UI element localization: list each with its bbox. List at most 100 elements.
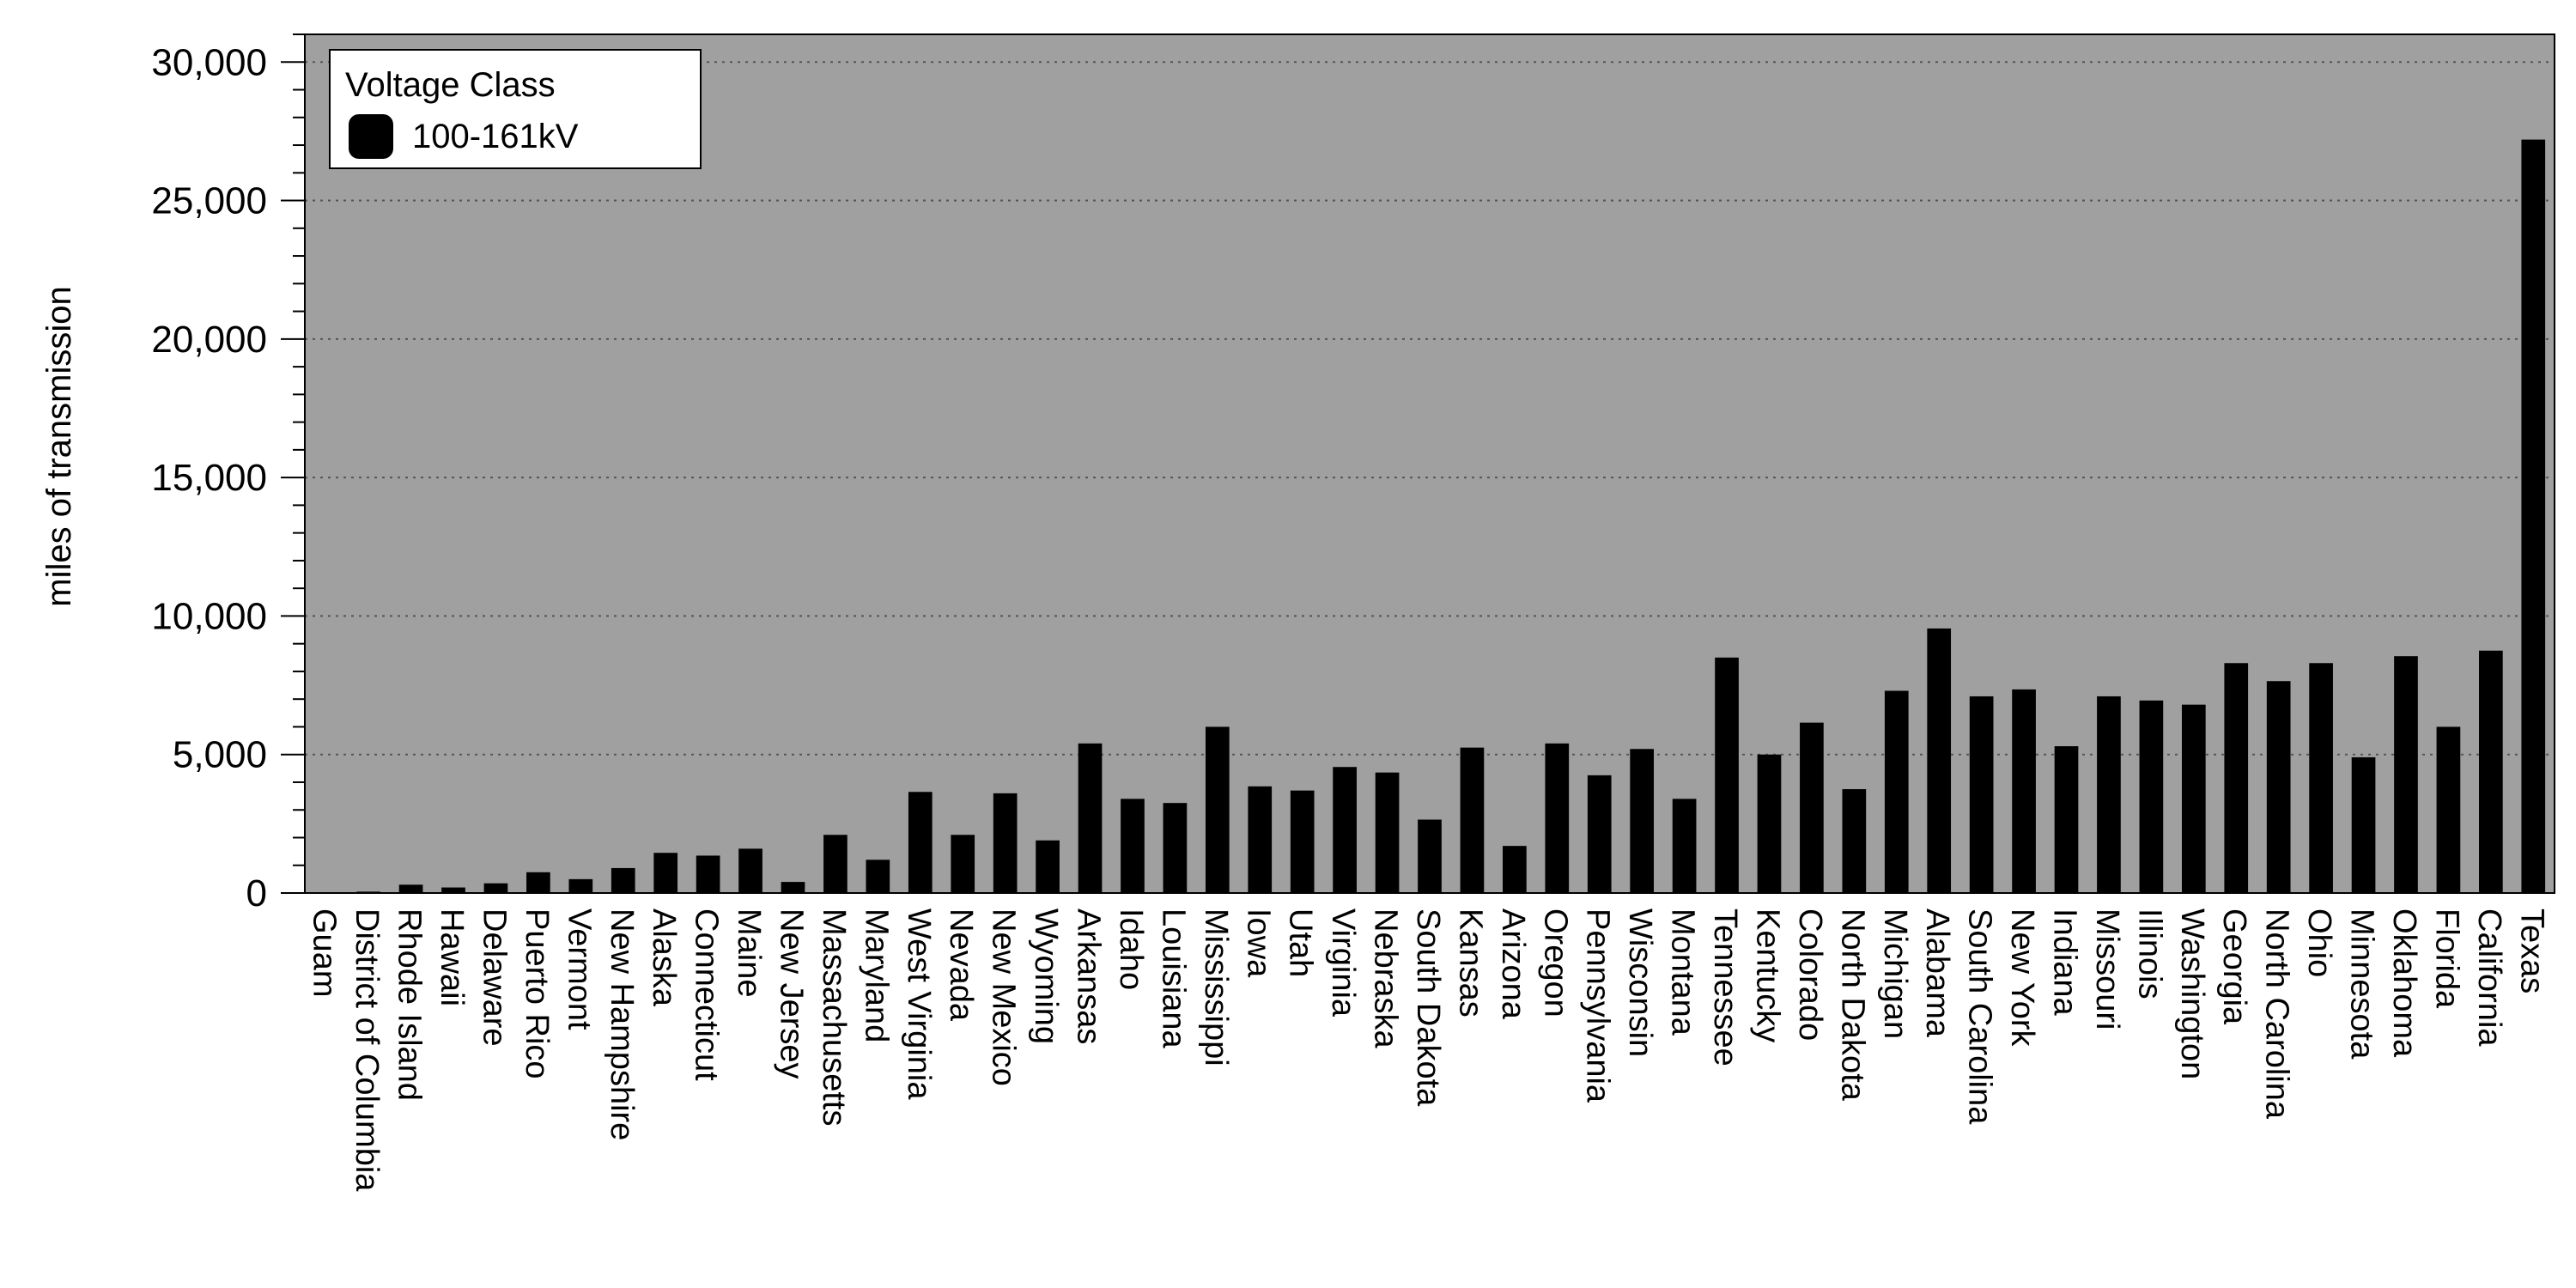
x-tick-label: New Mexico [986, 908, 1022, 1086]
x-tick-label: Nebraska [1368, 908, 1404, 1048]
x-tick-label: South Dakota [1410, 908, 1446, 1107]
x-tick-label: Louisiana [1155, 908, 1191, 1049]
bars [313, 139, 2546, 894]
y-tick-label: 30,000 [151, 41, 267, 83]
bar [2479, 650, 2503, 893]
bar [951, 835, 975, 893]
bar [738, 848, 762, 893]
x-tick-label: Guam [307, 908, 343, 997]
bar [1121, 799, 1145, 893]
x-tick-label: Arizona [1495, 908, 1531, 1020]
bar [2436, 726, 2461, 893]
bar [1969, 696, 1994, 893]
x-tick-label: District of Columbia [349, 908, 385, 1192]
bar [441, 887, 465, 893]
bar [1715, 657, 1739, 893]
x-tick-label: Maryland [858, 908, 894, 1042]
bar [2351, 756, 2376, 893]
bar [1078, 743, 1103, 893]
bar [1800, 722, 1824, 893]
x-tick-label: Oklahoma [2386, 908, 2422, 1058]
x-tick-label: North Dakota [1834, 908, 1870, 1102]
bar [696, 855, 720, 893]
x-tick-label: Illinois [2131, 908, 2167, 999]
bar [993, 793, 1018, 893]
x-tick-label: Nevada [943, 908, 979, 1022]
x-tick-label: Montana [1665, 908, 1701, 1036]
x-tick-label: Wisconsin [1622, 908, 1658, 1057]
plot-area [305, 34, 2555, 893]
bar [1333, 767, 1357, 893]
bar [781, 882, 805, 893]
x-tick-label: Delaware [476, 908, 512, 1047]
bar [2224, 663, 2249, 893]
bar [1842, 789, 1867, 893]
y-tick-label: 10,000 [151, 595, 267, 637]
y-tick-label: 20,000 [151, 319, 267, 361]
bar [1587, 775, 1612, 893]
x-tick-label: Texas [2513, 908, 2549, 993]
x-tick-label: Maine [731, 908, 767, 998]
x-tick-label: Idaho [1113, 908, 1149, 990]
bar [1375, 772, 1400, 893]
bar [1545, 743, 1570, 893]
x-axis: Guam District of Columbia Rhode Island Hawa… [307, 908, 2550, 1192]
bar [2097, 696, 2121, 893]
bar [1672, 799, 1697, 893]
bar [568, 878, 593, 893]
bar [866, 860, 890, 893]
y-tick-label: 5,000 [173, 734, 267, 776]
bar [2012, 689, 2036, 893]
y-tick-label: 0 [246, 872, 267, 914]
y-axis: 0 5,000 10,000 15,000 20,000 25,000 30,000 [151, 33, 306, 914]
bar [398, 884, 423, 893]
y-tick-label: 25,000 [151, 180, 267, 222]
bar [483, 883, 508, 893]
bar [2394, 656, 2418, 893]
bar [1290, 790, 1315, 893]
x-tick-label: West Virginia [901, 908, 937, 1100]
x-tick-label: Massachusetts [816, 908, 852, 1126]
bar [823, 835, 848, 893]
x-tick-label: Florida [2428, 908, 2464, 1009]
x-tick-label: California [2471, 908, 2507, 1047]
x-tick-label: Alaska [646, 908, 682, 1007]
bar [526, 872, 550, 893]
x-tick-label: Wyoming [1028, 908, 1064, 1044]
bar [1460, 747, 1485, 893]
bar [1630, 749, 1655, 893]
x-tick-label: Kentucky [1749, 908, 1785, 1042]
x-tick-label: Minnesota [2344, 908, 2380, 1060]
bar [2139, 700, 2164, 893]
y-axis-title: miles of transmission [40, 286, 78, 606]
x-tick-label: Utah [1283, 908, 1319, 977]
bar [653, 853, 678, 893]
x-tick-label: North Carolina [2259, 908, 2295, 1120]
x-tick-label: Missouri [2089, 908, 2125, 1030]
x-tick-label: Washington [2174, 908, 2210, 1079]
legend-swatch [349, 114, 393, 159]
bar [1205, 726, 1230, 893]
x-tick-label: Tennessee [1707, 908, 1743, 1066]
x-tick-label: Iowa [1240, 908, 1276, 978]
x-tick-label: Rhode Island [392, 908, 428, 1101]
bar [2309, 663, 2333, 893]
bar [1036, 840, 1060, 893]
x-tick-label: Connecticut [689, 908, 725, 1081]
bar [1163, 803, 1188, 893]
bar [2181, 704, 2206, 893]
legend: Voltage Class 100-161kV [329, 49, 702, 169]
x-tick-label: Virginia [1325, 908, 1361, 1018]
bar [1927, 628, 1952, 893]
bar [1418, 819, 1442, 893]
bar [908, 792, 933, 893]
x-tick-label: Colorado [1792, 908, 1828, 1041]
bar [1503, 846, 1527, 893]
x-tick-label: Ohio [2301, 908, 2337, 977]
y-tick-label: 15,000 [151, 457, 267, 499]
x-tick-label: Hawaii [434, 908, 470, 1006]
x-tick-label: Georgia [2216, 908, 2252, 1025]
bar [2266, 681, 2291, 893]
x-tick-label: Pennsylvania [1580, 908, 1616, 1103]
